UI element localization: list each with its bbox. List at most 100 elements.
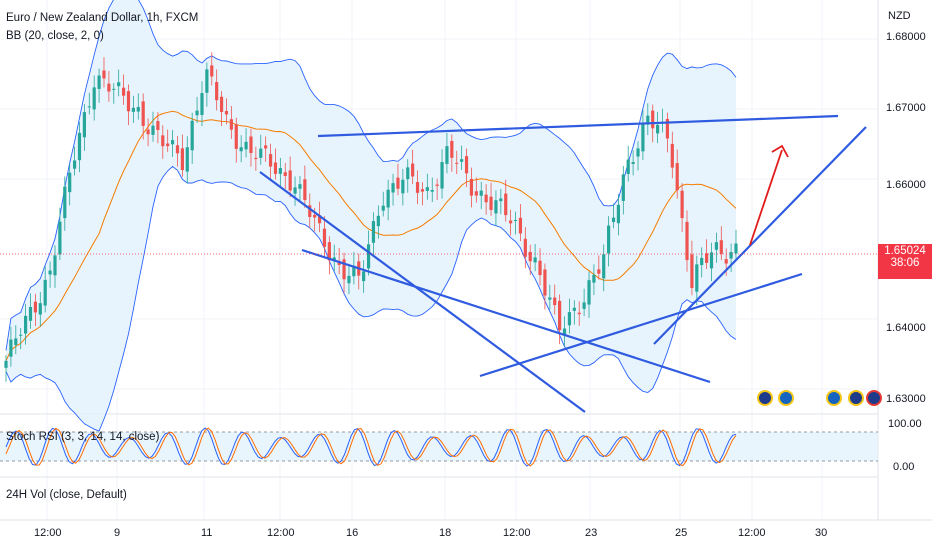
candle-body	[538, 260, 542, 276]
candle-body	[450, 140, 454, 158]
price-tick: 1.63000	[886, 393, 926, 405]
event-flag-icon[interactable]	[826, 390, 842, 406]
bb-legend[interactable]: BB (20, close, 2, 0)	[6, 30, 104, 42]
current-price-tag[interactable]: 1.65024 38:06	[878, 244, 932, 279]
candle-body	[38, 303, 42, 315]
candle-body	[499, 198, 503, 202]
candle-body	[97, 75, 101, 89]
candle-body	[352, 265, 356, 277]
candle-body	[28, 306, 33, 321]
candle-body	[249, 136, 253, 154]
candle-body	[518, 217, 523, 234]
candle-body	[53, 255, 57, 276]
candlesticks	[4, 52, 738, 382]
candle-body	[92, 87, 96, 110]
candle-body	[709, 252, 714, 269]
candle-body	[484, 194, 488, 203]
candle-body	[58, 221, 62, 255]
candle-body	[195, 110, 199, 116]
bollinger-lower-band	[5, 165, 737, 432]
candle-body	[131, 107, 135, 112]
bollinger-band-fill	[6, 0, 736, 432]
current-price-value: 1.65024	[884, 245, 926, 257]
target-arrow	[749, 149, 783, 246]
candle-body	[396, 177, 400, 189]
candle-body	[729, 252, 733, 259]
price-tick: 1.68000	[886, 31, 926, 43]
candle-body	[161, 135, 165, 147]
trendlines[interactable]	[259, 114, 867, 413]
candle-body	[180, 148, 184, 171]
candle-body	[411, 163, 415, 177]
candle-body	[572, 307, 576, 311]
candle-body	[82, 112, 86, 138]
time-tick: 12:00	[738, 527, 766, 539]
candle-body	[700, 257, 704, 266]
time-tick: 25	[675, 527, 688, 539]
bar-countdown: 38:06	[890, 257, 920, 269]
candle-body	[244, 141, 248, 150]
candle-body	[656, 124, 660, 134]
candle-body	[200, 93, 204, 115]
candle-body	[185, 147, 189, 172]
candle-body	[234, 124, 238, 149]
candle-body	[705, 253, 709, 263]
candle-body	[224, 111, 229, 115]
bollinger-basis	[5, 110, 737, 362]
candle-body	[562, 328, 567, 336]
candle-body	[548, 297, 552, 300]
candle-body	[273, 162, 278, 174]
candle-body	[371, 221, 376, 243]
candle-body	[631, 162, 635, 164]
candle-body	[528, 251, 532, 262]
candle-body	[724, 259, 728, 264]
candle-body	[190, 120, 194, 151]
candle-body	[215, 82, 219, 101]
candle-body	[327, 242, 331, 261]
candle-body	[391, 183, 395, 193]
candle-body	[308, 205, 312, 217]
candle-body	[670, 143, 674, 168]
event-flag-icon[interactable]	[757, 390, 773, 406]
candle-body	[415, 182, 420, 193]
candle-body	[714, 242, 719, 250]
stoch-rsi-d-line	[5, 427, 737, 467]
volume-legend[interactable]: 24H Vol (close, Default)	[6, 489, 127, 501]
bollinger-upper-band	[5, 0, 737, 351]
descending-trendline	[301, 248, 711, 384]
symbol-legend[interactable]: Euro / New Zealand Dollar, 1h, FXCM	[6, 12, 199, 24]
candle-body	[636, 148, 640, 157]
stoch-rsi-legend[interactable]: Stoch RSI (3, 3, 14, 14, close)	[6, 431, 160, 443]
candle-body	[102, 70, 106, 79]
candle-body	[254, 157, 258, 160]
candle-body	[582, 302, 586, 309]
price-tick: 1.67000	[886, 102, 926, 114]
time-tick: 18	[439, 527, 452, 539]
currency-label: NZD	[888, 10, 911, 22]
candle-body	[719, 240, 723, 254]
time-tick: 12:00	[503, 527, 531, 539]
candle-body	[303, 179, 307, 201]
candle-body	[288, 170, 292, 191]
candle-body	[347, 275, 351, 284]
candle-body	[685, 221, 689, 261]
candle-body	[680, 190, 684, 219]
stoch-tick: 100.00	[888, 418, 922, 430]
candle-body	[504, 193, 508, 216]
descending-trendline	[259, 171, 586, 413]
candle-body	[543, 269, 547, 296]
candle-body	[166, 143, 170, 147]
candle-body	[259, 148, 263, 158]
candle-body	[107, 83, 111, 92]
event-flag-icon[interactable]	[848, 390, 864, 406]
time-tick: 23	[585, 527, 598, 539]
event-flag-icon[interactable]	[866, 390, 882, 406]
candle-body	[43, 279, 47, 306]
event-flag-icon[interactable]	[778, 390, 794, 406]
time-tick: 11	[201, 527, 213, 539]
candle-body	[420, 189, 425, 192]
candle-body	[621, 174, 625, 201]
candle-body	[665, 118, 670, 139]
